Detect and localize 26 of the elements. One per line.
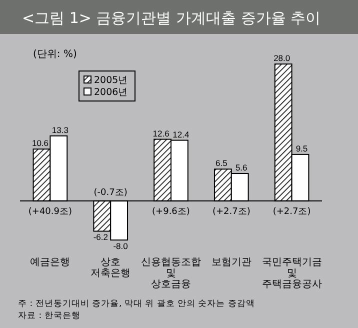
chart-title: <그림 1> 금융기관별 가계대출 증가율 추이 (22, 9, 321, 27)
data-label: 9.5 (296, 143, 308, 154)
annotation: (+2.7조) (272, 206, 311, 217)
data-label: 6.5 (216, 158, 228, 168)
x-tick-label: 예금은행 (30, 257, 70, 268)
legend-label: 2006년 (94, 87, 128, 98)
legend-label: 2005년 (94, 75, 128, 86)
x-tick-label: 상호 저축은행 (90, 257, 131, 279)
text: (단위: %) (33, 49, 77, 60)
data-label: 10.6 (32, 138, 49, 148)
annotation: (+2.7조) (212, 206, 250, 217)
data-label: 12.4 (172, 129, 190, 140)
text: 자료 : 한국은행 (18, 311, 80, 321)
text: 주 : 전년동기대비 증가율, 막대 위 괄호 안의 숫자는 증감액 (18, 299, 255, 309)
annotation: (-0.7조) (94, 188, 128, 198)
data-label: 5.6 (235, 162, 248, 173)
x-tick-label: 국민주택기금 및 주택금융공사 (262, 257, 322, 290)
annotation: (+40.9조) (28, 206, 72, 217)
data-label: 13.3 (52, 124, 69, 135)
x-tick-label: 보험기관 (211, 257, 252, 268)
data-label: -6.2 (93, 232, 108, 242)
data-label: -8.0 (113, 241, 128, 251)
x-tick-label: 신용협동조합 및 상호금융 (141, 257, 201, 290)
annotation: (+9.6조) (152, 206, 190, 217)
data-label: 12.6 (152, 128, 170, 138)
data-label: 28.0 (274, 53, 290, 63)
